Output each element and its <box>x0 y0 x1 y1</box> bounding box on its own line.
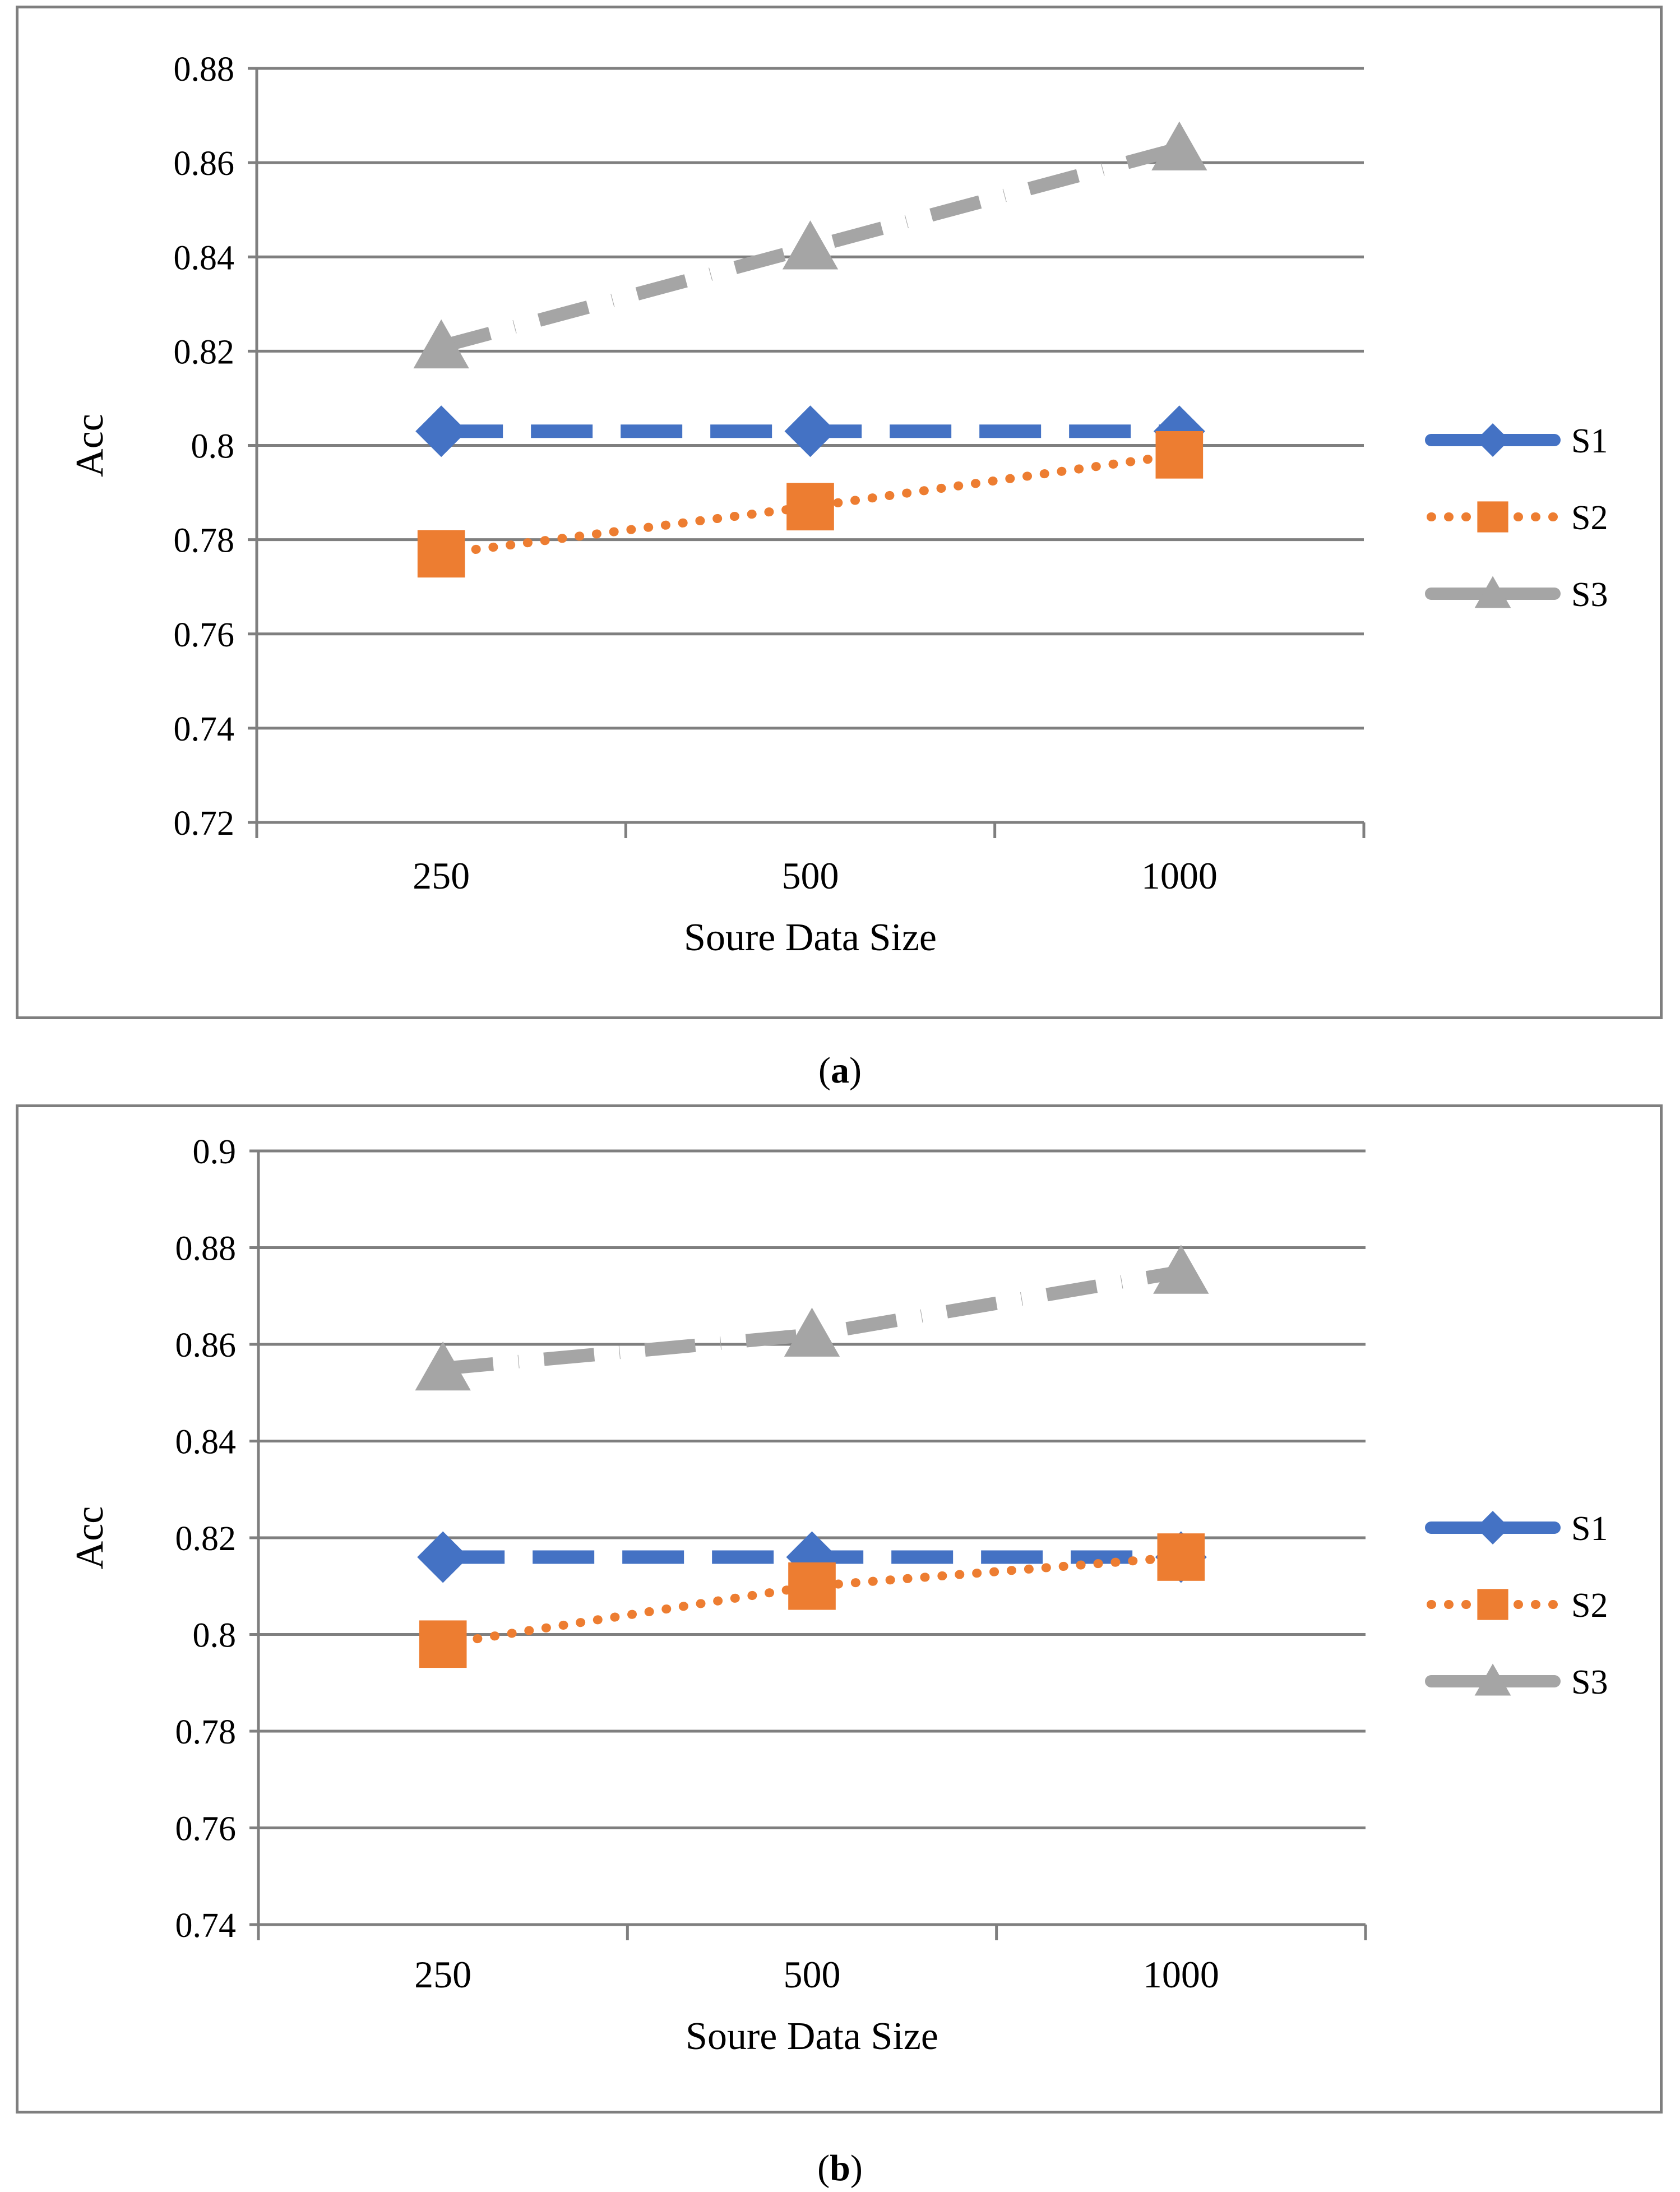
data-point-s2 <box>788 1562 836 1610</box>
legend-label-s1: S1 <box>1571 422 1608 460</box>
data-point-s3 <box>1153 1245 1209 1294</box>
y-tick-label: 0.74 <box>174 710 235 748</box>
x-tick-label: 250 <box>413 854 470 897</box>
series-line-s2 <box>437 450 1184 558</box>
y-tick-label: 0.76 <box>174 616 235 654</box>
data-point-s2 <box>417 530 465 578</box>
y-tick-label: 0.82 <box>175 1520 237 1558</box>
data-point-s3 <box>1151 121 1207 171</box>
y-tick-label: 0.74 <box>175 1907 237 1945</box>
legend-marker-s1 <box>1476 423 1510 457</box>
series-line-s3 <box>442 1265 1182 1376</box>
series-line-s3 <box>439 142 1181 353</box>
legend-label-s3: S3 <box>1571 576 1608 614</box>
y-tick-label: 0.86 <box>174 145 235 183</box>
x-tick-label: 500 <box>782 854 839 897</box>
legend-marker-s3 <box>1474 1663 1511 1696</box>
y-tick-label: 0.86 <box>175 1326 237 1365</box>
data-point-s3 <box>782 220 839 270</box>
chart-panel-a: 0.72 0.74 0.76 0.78 0.8 0.82 0.84 0.86 0.88 250 50… <box>16 6 1663 1019</box>
y-tick-label: 0.88 <box>174 50 235 89</box>
chart-a-svg: 0.72 0.74 0.76 0.78 0.8 0.82 0.84 0.86 0.88 250 50… <box>68 50 1608 959</box>
y-tick-label: 0.9 <box>193 1133 237 1171</box>
y-tick-label: 0.84 <box>174 239 235 277</box>
legend-label-s2: S2 <box>1571 499 1608 537</box>
chart-b-svg: 0.74 0.76 0.78 0.8 0.82 0.84 0.86 0.88 0.9 250 500… <box>68 1133 1608 2058</box>
data-point-s1 <box>417 1531 469 1583</box>
caption-b: (b) <box>817 2148 863 2189</box>
x-tick-label: 500 <box>784 1953 841 1996</box>
data-point-s2 <box>1155 431 1204 479</box>
legend-label-s1: S1 <box>1571 1510 1608 1548</box>
chart-panel-b: 0.74 0.76 0.78 0.8 0.82 0.84 0.86 0.88 0.9 250 500… <box>16 1104 1663 2114</box>
y-tick-label: 0.76 <box>175 1810 237 1848</box>
caption-a: (a) <box>818 1050 862 1091</box>
y-tick-label: 0.82 <box>174 333 235 371</box>
legend-marker-s3 <box>1474 576 1511 608</box>
legend-marker-s2 <box>1477 1589 1508 1620</box>
y-tick-label: 0.84 <box>175 1423 237 1462</box>
y-tick-label: 0.78 <box>174 522 235 560</box>
y-tick-label: 0.72 <box>174 804 235 843</box>
y-tick-label: 0.8 <box>191 428 235 466</box>
data-point-s3 <box>784 1307 840 1357</box>
data-point-s2 <box>419 1620 467 1668</box>
legend-label-s3: S3 <box>1571 1663 1608 1701</box>
x-axis-title: Soure Data Size <box>684 916 937 959</box>
x-tick-label: 1000 <box>1143 1953 1219 1996</box>
y-axis-title: Acc <box>68 414 112 477</box>
legend-marker-s2 <box>1477 501 1508 533</box>
y-tick-label: 0.88 <box>175 1230 237 1268</box>
data-point-s1 <box>784 405 836 457</box>
data-point-s1 <box>415 405 468 457</box>
data-point-s3 <box>413 319 469 369</box>
y-tick-label: 0.8 <box>193 1617 237 1655</box>
x-tick-label: 250 <box>414 1953 471 1996</box>
x-tick-label: 1000 <box>1141 854 1218 897</box>
data-point-s2 <box>1157 1533 1205 1581</box>
x-axis-title: Soure Data Size <box>686 2015 938 2058</box>
legend-label-s2: S2 <box>1571 1587 1608 1625</box>
series-line-s2 <box>438 1552 1186 1649</box>
legend-marker-s1 <box>1476 1511 1510 1544</box>
y-axis-title: Acc <box>68 1506 112 1570</box>
data-point-s3 <box>415 1341 471 1391</box>
data-point-s2 <box>786 483 834 531</box>
y-tick-label: 0.78 <box>175 1713 237 1751</box>
